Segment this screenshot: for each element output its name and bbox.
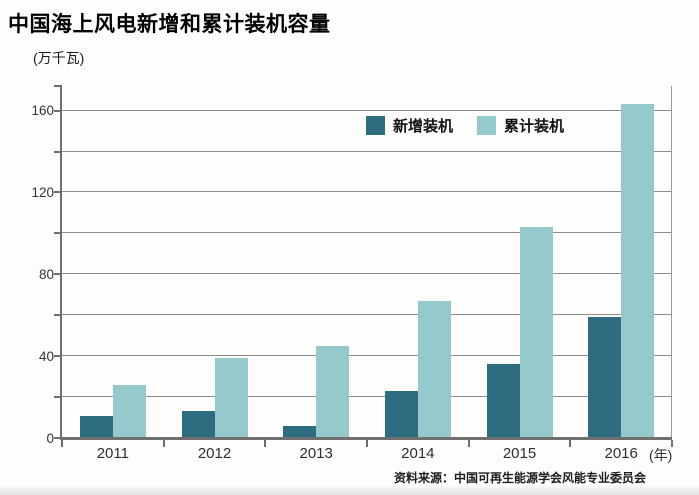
bar-累计装机-2012 — [214, 358, 248, 438]
y-axis-label-120: 120 — [31, 184, 54, 200]
bar-group-2016 — [570, 86, 672, 438]
x-axis-label-2011: 2011 — [96, 445, 129, 462]
y-tick-80 — [54, 273, 62, 276]
gridline-60 — [62, 314, 672, 316]
legend-swatch-new-icon — [366, 116, 385, 135]
legend-label-cumulative: 累计装机 — [504, 118, 565, 135]
bar-group-2014 — [367, 86, 469, 438]
y-axis-label-40: 40 — [38, 348, 54, 364]
bar-layer — [62, 86, 672, 438]
y-tick-top — [54, 85, 62, 87]
x-tick-6 — [671, 440, 673, 447]
y-tick-140 — [54, 150, 62, 153]
bar-group-2015 — [469, 86, 571, 438]
gridline-layer — [62, 86, 672, 438]
x-axis-label-2013: 2013 — [299, 445, 333, 462]
y-axis-label-0: 0 — [46, 430, 54, 446]
legend-swatch-cumulative-icon — [477, 116, 497, 135]
x-axis-label-2016: 2016 — [604, 445, 638, 462]
bar-新增装机-2015 — [486, 364, 520, 438]
gridline-80 — [62, 273, 672, 275]
chart-title: 中国海上风电新增和累计装机容量 — [8, 13, 331, 36]
y-axis-label-80: 80 — [38, 266, 54, 282]
x-tick-3 — [366, 440, 368, 447]
legend-item-new: 新增装机 — [366, 115, 453, 136]
gridline-20 — [62, 396, 672, 398]
y-axis-label-160: 160 — [31, 102, 54, 118]
bar-group-2013 — [265, 86, 367, 438]
y-tick-20 — [54, 396, 62, 399]
gridline-160 — [62, 109, 672, 111]
y-tick-0 — [54, 437, 62, 439]
x-tick-4 — [467, 440, 470, 447]
bar-group-2012 — [164, 86, 266, 438]
bar-累计装机-2013 — [316, 345, 350, 438]
x-axis-label-2015: 2015 — [502, 445, 537, 462]
bar-新增装机-2012 — [181, 411, 215, 438]
x-tick-0 — [61, 440, 63, 447]
bar-累计装机-2015 — [519, 227, 553, 438]
bar-新增装机-2014 — [384, 390, 418, 438]
y-tick-100 — [54, 232, 62, 235]
legend-item-cumulative: 累计装机 — [477, 115, 564, 136]
y-tick-120 — [54, 191, 62, 194]
y-tick-160 — [54, 109, 62, 112]
gridline-120 — [62, 191, 672, 193]
source-note: 资料来源：中国可再生能源学会风能专业委员会 — [393, 471, 646, 485]
y-tick-60 — [54, 314, 62, 317]
y-axis-unit-label: (万千瓦) — [33, 50, 85, 66]
legend: 新增装机 累计装机 — [366, 115, 564, 136]
bar-group-2011 — [62, 86, 164, 438]
gridline-100 — [62, 232, 672, 234]
gridline-40 — [62, 355, 672, 357]
plot-area: 新增装机 累计装机 — [54, 85, 673, 447]
y-axis-line — [60, 85, 62, 438]
x-axis-tick-labels: 2011 2012 2013 2014 2015 2016 — [62, 445, 672, 462]
bar-累计装机-2014 — [417, 300, 451, 438]
gridline-140 — [62, 150, 672, 152]
x-tick-2 — [264, 440, 267, 447]
bar-新增装机-2011 — [79, 415, 113, 438]
plot-right-border — [671, 86, 672, 438]
legend-label-new: 新增装机 — [393, 118, 454, 135]
x-axis-unit-label: (年) — [649, 447, 673, 463]
bar-累计装机-2011 — [112, 384, 146, 438]
scan-edge-shadow — [0, 486, 699, 495]
x-axis-label-2014: 2014 — [401, 445, 435, 462]
bar-累计装机-2016 — [621, 104, 655, 438]
x-tick-5 — [569, 440, 572, 447]
x-axis-label-2012: 2012 — [197, 445, 232, 462]
y-tick-40 — [54, 355, 62, 358]
x-axis-line — [60, 437, 672, 440]
y-axis-tick-labels: 0 40 80 120 160 — [0, 86, 54, 444]
x-tick-1 — [162, 440, 165, 447]
bar-新增装机-2016 — [588, 317, 622, 438]
bar-新增装机-2013 — [283, 425, 317, 438]
